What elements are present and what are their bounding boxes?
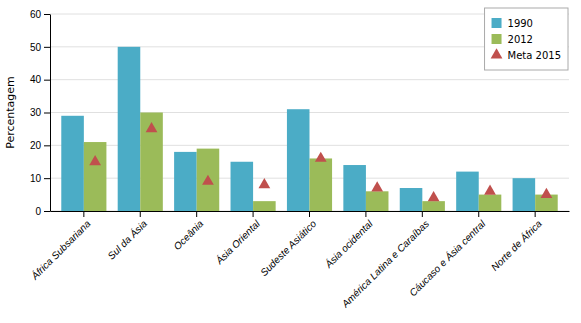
x-tick: Sul da Ásia — [105, 211, 150, 262]
bar — [61, 116, 84, 211]
marks — [61, 47, 557, 211]
x-tick: Ásia Oriental — [212, 211, 262, 267]
bar — [513, 178, 536, 211]
bar — [118, 47, 141, 211]
x-axis: África SubsarianaSul da ÁsiaOceâniaÁsia … — [28, 211, 570, 310]
y-tick: 0 — [35, 206, 50, 217]
bar — [84, 142, 107, 211]
legend-label: 1990 — [508, 18, 533, 29]
bar — [366, 191, 389, 211]
marker — [541, 188, 553, 198]
legend-label: 2012 — [508, 34, 533, 45]
series-2 — [89, 122, 552, 201]
marker — [484, 185, 496, 195]
marker — [89, 155, 101, 165]
y-axis: 0 10 20 30 40 50 60 — [30, 9, 51, 217]
tick-line — [44, 47, 50, 48]
y-tick: 50 — [30, 42, 50, 53]
marker — [146, 122, 158, 132]
tick-line — [309, 211, 310, 217]
y-tick-label: 30 — [30, 107, 42, 118]
legend-label: Meta 2015 — [508, 50, 561, 61]
y-tick: 40 — [30, 74, 50, 85]
marker — [202, 175, 214, 185]
x-tick-label: América Latina e Caraíbas — [339, 218, 431, 310]
bar — [231, 162, 254, 211]
bar — [479, 195, 502, 211]
y-tick-label: 40 — [30, 74, 42, 85]
legend-swatch — [491, 48, 503, 58]
bar — [400, 188, 423, 211]
bar — [174, 152, 197, 211]
bar — [310, 158, 333, 211]
legend-swatch — [492, 18, 502, 28]
legend-swatch — [492, 34, 502, 44]
x-tick: Sudeste Asiático — [258, 211, 318, 278]
marker — [258, 178, 270, 188]
x-tick-label: Cáucaso e Ásia central — [406, 217, 488, 299]
tick-line — [44, 211, 50, 212]
x-tick-label: Ásia ocidental — [321, 217, 375, 271]
y-axis-title: Percentagem — [4, 76, 17, 149]
x-tick-label: Norte de África — [488, 217, 544, 273]
bar — [456, 172, 479, 211]
tick-line — [44, 80, 50, 81]
y-tick-label: 10 — [30, 173, 42, 184]
tick-line — [196, 211, 197, 217]
bar — [287, 109, 310, 211]
bar — [140, 113, 163, 212]
bar — [197, 149, 220, 211]
tick-line — [422, 211, 423, 217]
tick-line — [44, 113, 50, 114]
x-tick: Ásia ocidental — [321, 211, 375, 271]
tick-line — [365, 211, 366, 217]
tick-line — [140, 211, 141, 217]
plot-area: 0 10 20 30 40 50 60 África Subsariana Sul da Ási… — [4, 9, 570, 311]
series-1 — [84, 113, 558, 212]
marker — [315, 152, 327, 162]
y-tick: 60 — [30, 9, 50, 20]
tick-line — [253, 211, 254, 217]
y-tick: 20 — [30, 140, 50, 151]
tick-line — [44, 178, 50, 179]
bar — [253, 201, 276, 211]
tick-line — [83, 211, 84, 217]
marker — [371, 181, 383, 191]
y-tick-label: 0 — [35, 206, 41, 217]
y-tick-label: 50 — [30, 42, 42, 53]
marker — [428, 191, 440, 201]
bar — [343, 165, 366, 211]
x-tick-label: Sul da Ásia — [105, 217, 150, 262]
tick-line — [535, 211, 536, 217]
y-tick: 30 — [30, 107, 50, 118]
axis-line — [50, 15, 51, 212]
bar — [422, 201, 445, 211]
x-tick: Cáucaso e Ásia central — [406, 211, 488, 299]
legend-box — [485, 8, 568, 70]
tick-line — [44, 145, 50, 146]
y-tick: 10 — [30, 173, 50, 184]
y-tick-label: 60 — [30, 9, 42, 20]
x-tick-label: Ásia Oriental — [212, 217, 262, 267]
x-tick: Norte de África — [488, 211, 544, 273]
chart: 0 10 20 30 40 50 60 África Subsariana Sul da Ási… — [0, 0, 581, 323]
x-tick-label: África Subsariana — [28, 217, 93, 282]
tick-line — [44, 14, 50, 15]
legend: 1990 2012 Meta 2015 — [485, 8, 568, 70]
x-tick-label: Sudeste Asiático — [258, 218, 318, 278]
x-tick: Oceânia — [171, 211, 205, 252]
series-0 — [61, 47, 535, 211]
x-tick: África Subsariana — [28, 211, 93, 282]
tick-line — [478, 211, 479, 217]
x-tick-label: Oceânia — [171, 218, 205, 252]
y-tick-label: 20 — [30, 140, 42, 151]
